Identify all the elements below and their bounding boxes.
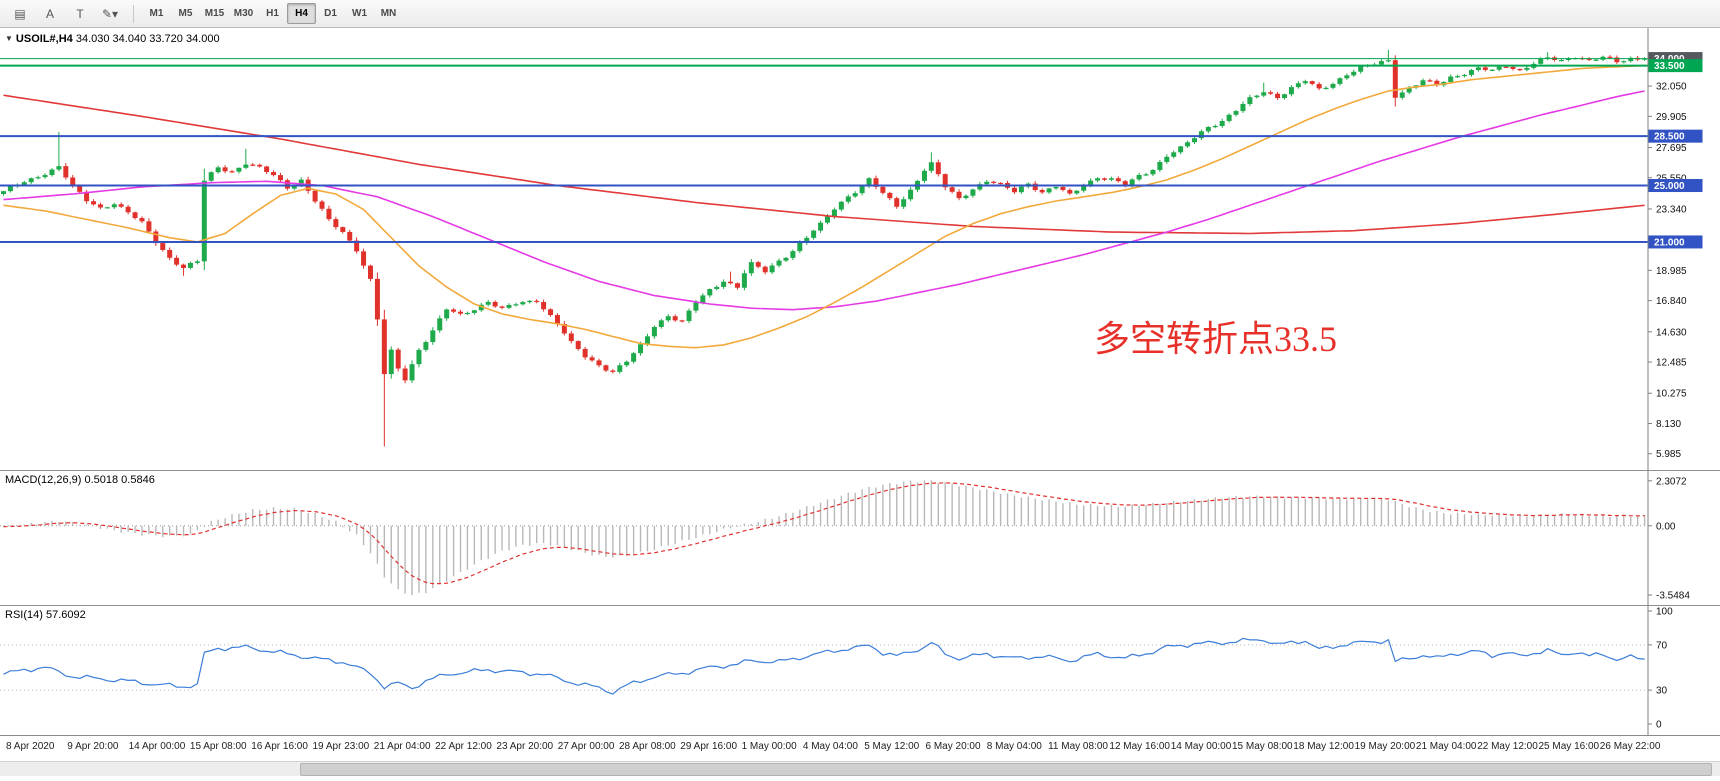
macd-axis-tick: 0.00 [1656,521,1676,532]
time-axis-label: 6 May 20:00 [925,741,981,752]
chart-title: ▼ USOIL#,H4 34.030 34.040 33.720 34.000 [5,33,220,45]
toolbar-separator [133,4,134,23]
price-badge [1648,179,1703,193]
time-axis-label: 19 Apr 23:00 [312,741,370,752]
svg-text:33.500: 33.500 [1654,61,1685,72]
ma-magenta-line [3,90,1645,311]
rsi-panel-canvas[interactable]: 100 70 30 0 [0,605,1720,735]
time-axis-label: 11 May 08:00 [1048,741,1108,752]
time-axis-label: 16 Apr 16:00 [251,741,308,752]
price-axis-tick: 18.985 [1656,266,1687,277]
price-badge [1648,59,1703,73]
timeframe-button-d1[interactable]: D1 [324,8,337,19]
time-axis-label: 12 May 16:00 [1109,741,1170,752]
svg-text:21.000: 21.000 [1654,237,1685,248]
macd-axis-tick: 2.3072 [1656,476,1687,487]
macd-name: MACD(12,26,9) [5,474,82,486]
time-axis-label: 21 May 04:00 [1415,741,1477,752]
price-badge [1648,235,1703,249]
toolbar-icon-group: ▤ A T ✎▾ [5,3,125,25]
timeframe-group: M1 M5 M15 M30 H1 H4 D1 W1 MN [142,3,403,24]
svg-text:28.500: 28.500 [1654,132,1685,143]
rsi-line [3,637,1645,695]
macd-values: 0.5018 0.5846 [84,474,155,486]
time-axis-label: 19 May 20:00 [1354,741,1416,752]
rsi-axis-tick: 30 [1656,686,1668,697]
time-axis-label: 22 May 12:00 [1477,741,1538,752]
time-axis-label: 15 Apr 08:00 [189,741,247,752]
rsi-indicator-label: RSI(14) 57.6092 [5,609,86,621]
chart-annotation-text: 多空转折点33.5 [1094,319,1338,359]
timeframe-button-mn[interactable]: MN [380,8,397,19]
rsi-name: RSI(14) [5,609,43,621]
top-toolbar: ▤ A T ✎▾ M1 M5 M15 M30 H1 H4 D1 W1 MN [0,0,1720,28]
time-axis-label: 27 Apr 00:00 [557,741,615,752]
time-axis-label: 5 May 12:00 [864,741,920,752]
time-axis-label: 15 May 08:00 [1232,741,1293,752]
timeframe-button-m15[interactable]: M15 [204,8,225,19]
timeframe-button-m1[interactable]: M1 [149,8,164,19]
time-axis-label: 18 May 12:00 [1293,741,1354,752]
time-axis-label: 23 Apr 20:00 [496,741,554,752]
symbol-timeframe-label: USOIL#,H4 [15,33,73,45]
price-axis-tick: 14.630 [1656,327,1687,338]
annotate-a-icon[interactable]: A [45,6,54,21]
price-axis-tick: 29.905 [1656,112,1687,123]
rsi-axis-tick: 0 [1656,720,1662,731]
price-axis-tick: 27.695 [1656,143,1687,154]
price-axis-tick: 23.340 [1656,204,1687,215]
timeframe-button-m5[interactable]: M5 [178,8,193,19]
time-axis-label: 29 Apr 16:00 [680,741,738,752]
price-badge [1648,129,1703,143]
price-axis-tick: 5.985 [1656,449,1681,460]
macd-axis-tick: -3.5484 [1656,591,1690,602]
time-axis-label: 9 Apr 20:00 [67,741,119,752]
price-axis-tick: 16.840 [1656,296,1687,307]
price-axis-tick: 25.550 [1656,173,1687,184]
ma-red-line [3,94,1645,235]
rsi-value: 57.6092 [45,609,86,621]
rsi-axis-tick: 70 [1656,640,1668,651]
price-axis-tick: 10.275 [1656,389,1687,400]
price-axis-tick: 12.485 [1656,358,1687,369]
svg-text:25.000: 25.000 [1654,181,1685,192]
scrollbar-thumb[interactable] [300,763,1712,776]
candles-layer [1,49,1648,447]
price-chart-canvas[interactable]: 32.050 29.905 27.695 25.550 23.340 18.985 16.8… [0,28,1720,470]
collapse-arrow-icon[interactable]: ▼ [5,34,13,43]
time-axis-label: 28 Apr 08:00 [619,741,676,752]
time-axis: 8 Apr 2020 9 Apr 20:00 14 Apr 00:00 15 Apr … [0,735,1720,762]
timeframe-button-h4[interactable]: H4 [287,3,316,24]
time-axis-label: 1 May 00:00 [741,741,797,752]
chart-menu-icon[interactable]: ▤ [14,6,26,21]
timeframe-button-w1[interactable]: W1 [352,8,367,19]
macd-indicator-label: MACD(12,26,9) 0.5018 0.5846 [5,474,155,486]
price-axis-tick: 32.050 [1656,82,1687,93]
time-axis-label: 14 Apr 00:00 [128,741,186,752]
time-axis-label: 4 May 04:00 [802,741,858,752]
price-axis-tick: 8.130 [1656,419,1681,430]
draw-tools-icon[interactable]: ✎▾ [101,6,119,21]
time-axis-label: 26 May 22:00 [1599,741,1661,752]
ohlc-values: 34.030 34.040 33.720 34.000 [75,33,220,45]
time-axis-label: 25 May 16:00 [1538,741,1600,752]
ma-orange-line [3,64,1645,349]
time-axis-label: 14 May 00:00 [1170,741,1232,752]
macd-signal-line [3,482,1645,585]
horizontal-scrollbar[interactable] [0,761,1720,776]
time-axis-label: 22 Apr 12:00 [435,741,492,752]
time-axis-label: 8 Apr 2020 [6,741,55,752]
time-axis-label: 21 Apr 04:00 [373,741,431,752]
timeframe-button-m30[interactable]: M30 [233,8,254,19]
text-tool-icon[interactable]: T [76,6,84,21]
timeframe-button-h1[interactable]: H1 [266,8,279,19]
time-axis-label: 8 May 04:00 [986,741,1042,752]
macd-panel-canvas[interactable]: 2.3072 0.00 -3.5484 [0,470,1720,605]
macd-histogram [2,480,1646,596]
rsi-axis-tick: 100 [1656,607,1673,618]
